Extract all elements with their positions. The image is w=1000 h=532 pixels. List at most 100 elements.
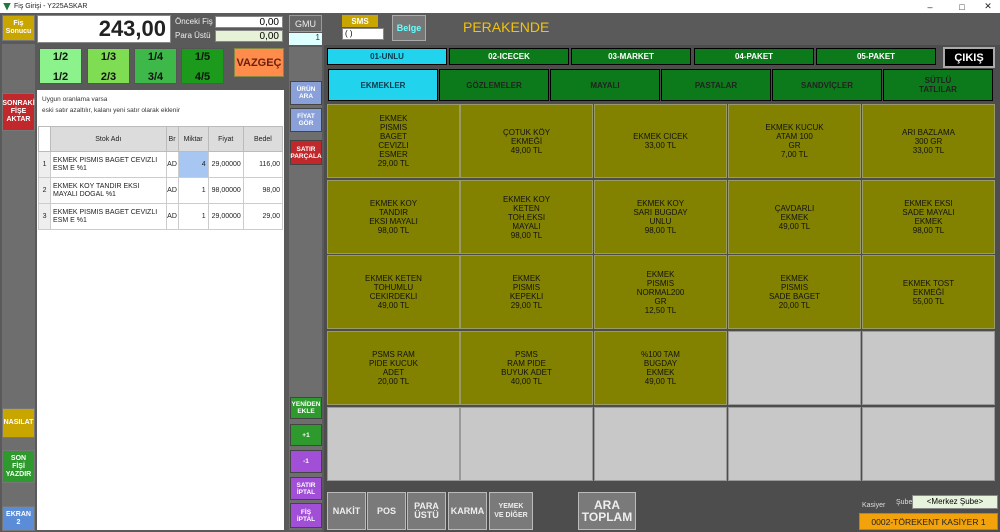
gmu-value[interactable]: 1 xyxy=(289,33,322,45)
belge-button[interactable]: Belge xyxy=(392,15,426,41)
product-tile[interactable]: EKMEK PISMIS BAGET CEVIZLI ESMER 29,00 T… xyxy=(327,104,460,178)
product-tile[interactable]: ÇOTUK KÖY EKMEĞİ 49,00 TL xyxy=(460,104,593,178)
para-ustu-value: 0,00 xyxy=(215,30,283,42)
product-tile[interactable]: %100 TAM BUGDAY EKMEK 49,00 TL xyxy=(594,331,727,405)
subcategory-tab[interactable]: EKMEKLER xyxy=(328,69,438,101)
app-icon xyxy=(3,2,11,11)
table-cell-price: 29,00000 xyxy=(207,203,244,230)
category-tab[interactable]: 03-MARKET xyxy=(571,48,691,65)
close-button[interactable]: ✕ xyxy=(984,1,992,11)
minimize-button[interactable]: – xyxy=(927,1,933,12)
minus-one-button[interactable]: -1 xyxy=(290,450,322,473)
karma-button[interactable]: KARMA xyxy=(448,492,487,530)
subcategory-tab[interactable]: MAYALI xyxy=(550,69,660,101)
sms-input[interactable]: ( ) xyxy=(342,28,384,40)
table-row[interactable]: 2 EKMEK KOY TANDIR EKSI MAYALI DOGAL %1 AD… xyxy=(37,177,284,204)
product-tile[interactable]: EKMEK PISMIS SADE BAGET 20,00 TL xyxy=(728,255,861,329)
category-tab[interactable]: 01-UNLU xyxy=(327,48,447,65)
fraction-button[interactable]: 1/5 4/5 xyxy=(181,48,224,84)
fraction-top-label: 1/2 xyxy=(52,51,69,63)
table-cell-qty: 1 xyxy=(177,203,209,230)
vazgec-button[interactable]: VAZGEÇ xyxy=(234,48,284,77)
yeniden-ekle-button[interactable]: YENİDEN EKLE xyxy=(290,397,322,419)
table-cell-total: 116,00 xyxy=(242,151,284,178)
column-header: Bedel xyxy=(242,126,284,152)
sube-label: Şube xyxy=(896,499,913,506)
subcategory-tab[interactable]: SANDVİÇLER xyxy=(772,69,882,101)
ekran-2-button[interactable]: EKRAN 2 xyxy=(2,506,35,531)
cikis-button[interactable]: ÇIKIŞ xyxy=(943,47,995,68)
subcategory-tab[interactable]: GÖZLEMELER xyxy=(439,69,549,101)
product-tile[interactable]: EKMEK PISMIS NORMAL200 GR 12,50 TL xyxy=(594,255,727,329)
fraction-top-label: 1/5 xyxy=(194,51,211,63)
product-tile[interactable]: EKMEK KUCUK ATAM 100 GR 7,00 TL xyxy=(728,104,861,178)
fraction-button[interactable]: 1/4 3/4 xyxy=(134,48,177,84)
table-cell-br: AD xyxy=(165,203,179,230)
info-line-1: Uygun oranlama varsa xyxy=(42,96,108,103)
table-cell-br: AD xyxy=(165,151,179,178)
table-cell-price: 29,00000 xyxy=(207,151,244,178)
product-tile[interactable]: EKMEK KOY KETEN TOH.EKSI MAYALI 98,00 TL xyxy=(460,180,593,254)
table-cell-name: EKMEK PISMIS BAGET CEVIZLI ESM E %1 xyxy=(50,151,167,178)
fis-iptal-button[interactable]: FİŞ İPTAL xyxy=(290,503,322,528)
sube-field[interactable]: <Merkez Şube> xyxy=(912,495,998,509)
urun-ara-button[interactable]: ÜRÜN ARA xyxy=(290,81,322,105)
product-tile[interactable]: EKMEK KOY TANDIR EKSI MAYALI 98,00 TL xyxy=(327,180,460,254)
product-tile[interactable]: EKMEK EKSI SADE MAYALI EKMEK 98,00 TL xyxy=(862,180,995,254)
product-tile[interactable]: EKMEK PISMIS KEPEKLI 29,00 TL xyxy=(460,255,593,329)
kasiyer-field: 0002-TÖREKENT KASİYER 1 xyxy=(859,513,998,530)
fraction-top-label: 1/3 xyxy=(100,51,117,63)
table-cell-qty: 1 xyxy=(177,177,209,204)
category-tab[interactable]: 04-PAKET xyxy=(694,48,814,65)
pos-button[interactable]: POS xyxy=(367,492,406,530)
column-header: Br xyxy=(165,126,179,152)
yemek-ve-diger-button[interactable]: YEMEK VE DİĞER xyxy=(489,492,533,530)
table-cell-br: AD xyxy=(165,177,179,204)
nakit-button[interactable]: NAKİT xyxy=(327,492,366,530)
maximize-button[interactable]: □ xyxy=(959,1,965,12)
empty-product-slot[interactable] xyxy=(728,407,861,481)
product-tile[interactable]: PSMS RAM PIDE BUYUK ADET 40,00 TL xyxy=(460,331,593,405)
table-cell-total: 98,00 xyxy=(242,177,284,204)
info-line-2: eski satır azaltılır, kalanı yeni satır … xyxy=(42,107,181,114)
product-tile[interactable]: ÇAVDARLI EKMEK 49,00 TL xyxy=(728,180,861,254)
fiyat-gor-button[interactable]: FİYAT GÖR xyxy=(290,108,322,132)
product-tile[interactable]: ARI BAZLAMA 300 GR 33,00 TL xyxy=(862,104,995,178)
sonraki-fise-aktar-button[interactable]: SONRAKİ FİŞE AKTAR xyxy=(2,93,35,131)
nasilat-button[interactable]: NASILAT xyxy=(2,408,35,438)
para-ustu-button[interactable]: PARA ÜSTÜ xyxy=(407,492,446,530)
category-tab[interactable]: 05-PAKET xyxy=(816,48,936,65)
ara-toplam-button[interactable]: ARA TOPLAM xyxy=(578,492,636,530)
empty-product-slot[interactable] xyxy=(862,407,995,481)
son-fisi-yazdir-button[interactable]: SON FİŞİ YAZDIR xyxy=(2,450,35,483)
satir-parcala-button[interactable]: SATIR PARÇALA xyxy=(290,140,322,165)
fraction-button[interactable]: 1/2 1/2 xyxy=(39,48,82,84)
empty-product-slot[interactable] xyxy=(594,407,727,481)
product-tile[interactable]: EKMEK KETEN TOHUMLU CEKIRDEKLI 49,00 TL xyxy=(327,255,460,329)
product-tile[interactable]: EKMEK KOY SARI BUGDAY UNLU 98,00 TL xyxy=(594,180,727,254)
product-tile[interactable]: PSMS RAM PIDE KUCUK ADET 20,00 TL xyxy=(327,331,460,405)
onceki-fis-label: Önceki Fiş xyxy=(175,17,213,26)
plus-one-button[interactable]: +1 xyxy=(290,424,322,446)
column-header: Miktar xyxy=(177,126,209,152)
empty-product-slot[interactable] xyxy=(862,331,995,405)
product-tile[interactable]: EKMEK CICEK 33,00 TL xyxy=(594,104,727,178)
empty-product-slot[interactable] xyxy=(460,407,593,481)
empty-product-slot[interactable] xyxy=(327,407,460,481)
mode-title: PERAKENDE xyxy=(463,19,550,35)
fraction-bottom-label: 4/5 xyxy=(194,71,211,83)
fis-sonucu-button[interactable]: Fiş Sonucu xyxy=(2,15,35,41)
satir-iptal-button[interactable]: SATIR İPTAL xyxy=(290,477,322,500)
receipt-panel: Uygun oranlama varsa eski satır azaltılı… xyxy=(37,90,284,530)
fraction-button[interactable]: 1/3 2/3 xyxy=(87,48,130,84)
sms-button[interactable]: SMS xyxy=(342,15,378,27)
empty-product-slot[interactable] xyxy=(728,331,861,405)
window-title: Fiş Girişi - Y225ASKAR xyxy=(14,3,88,10)
category-tab[interactable]: 02-ICECEK xyxy=(449,48,569,65)
table-row[interactable]: 1 EKMEK PISMIS BAGET CEVIZLI ESM E %1 AD 4 2… xyxy=(37,151,284,178)
table-row[interactable]: 3 EKMEK PISMIS BAGET CEVIZLI ESM E %1 AD 1 2… xyxy=(37,203,284,230)
product-tile[interactable]: EKMEK TOST EKMEĞİ 55,00 TL xyxy=(862,255,995,329)
subcategory-tab[interactable]: PASTALAR xyxy=(661,69,771,101)
subcategory-tab[interactable]: SÜTLÜ TATLILAR xyxy=(883,69,993,101)
para-ustu-label: Para Üstü xyxy=(175,31,211,40)
